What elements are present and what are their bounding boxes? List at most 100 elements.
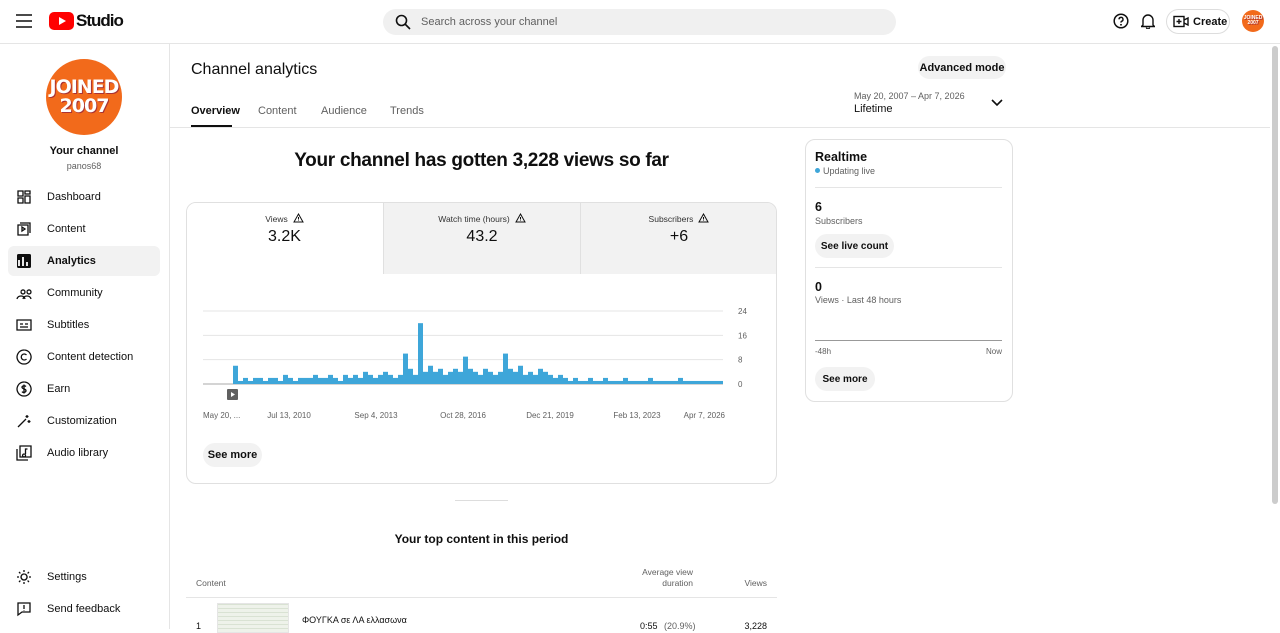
bar — [443, 374, 448, 384]
icon-path — [16, 319, 32, 331]
scrollbar[interactable] — [1272, 46, 1278, 504]
channel-avatar[interactable]: JOINED 2007 — [46, 59, 122, 135]
realtime-title: Realtime — [815, 150, 868, 164]
menu-icon[interactable] — [16, 14, 32, 28]
top-bar — [0, 0, 1280, 44]
tab[interactable]: Overview — [191, 105, 240, 117]
bar — [343, 374, 348, 384]
account-avatar[interactable]: JOINED 2007 — [1242, 10, 1264, 32]
avatar-line: 2007 — [59, 95, 110, 117]
nav-item[interactable]: Subtitles — [8, 310, 160, 340]
bar — [403, 353, 408, 384]
nav-item[interactable]: Community — [8, 278, 160, 308]
table-divider — [186, 597, 777, 598]
bar — [463, 356, 468, 384]
nav-item[interactable]: Analytics — [8, 246, 160, 276]
bar — [513, 371, 518, 384]
bar — [533, 374, 538, 384]
search-placeholder: Search across your channel — [421, 16, 558, 28]
logo-text[interactable]: Studio — [76, 11, 124, 30]
bar — [258, 377, 263, 384]
metric-tab[interactable]: Subscribers +6 — [580, 203, 776, 274]
bar — [293, 380, 298, 384]
icon-path — [16, 349, 32, 365]
nav-item[interactable]: Customization — [8, 406, 160, 436]
search-box[interactable] — [383, 9, 896, 35]
warning-icon — [698, 212, 710, 223]
bar — [298, 377, 303, 384]
nav-item[interactable]: Content detection — [8, 342, 160, 372]
metric-value: +6 — [669, 228, 689, 245]
nav-icon — [16, 445, 32, 461]
bar — [438, 368, 443, 384]
icon-path — [17, 190, 31, 204]
bar — [553, 377, 558, 384]
bar — [388, 374, 393, 384]
bar — [558, 374, 563, 384]
bar — [473, 371, 478, 384]
bar — [468, 368, 473, 384]
notifications-icon[interactable] — [1141, 13, 1155, 29]
advanced-mode-button[interactable]: Advanced mode — [918, 56, 1006, 79]
column-header: Views — [744, 578, 767, 588]
bar — [453, 368, 458, 384]
nav-item[interactable]: Send feedback — [8, 594, 160, 624]
bar — [508, 368, 513, 384]
tabs-divider — [170, 127, 1270, 128]
help-icon[interactable] — [1113, 13, 1129, 29]
x-tick-label: Jul 13, 2010 — [267, 411, 311, 420]
x-tick-label: Oct 28, 2016 — [440, 411, 486, 420]
bar — [248, 380, 253, 384]
nav-label: Community — [47, 287, 103, 299]
tab[interactable]: Audience — [321, 105, 367, 117]
create-button[interactable] — [1166, 9, 1230, 34]
bar — [263, 380, 268, 384]
nav-label: Subtitles — [47, 319, 90, 331]
period-dropdown-icon[interactable] — [991, 99, 1003, 107]
axis-label: Now — [985, 347, 1002, 356]
live-count-button[interactable]: See live count — [815, 234, 894, 258]
top-content-title: Your top content in this period — [394, 532, 569, 546]
tab[interactable]: Trends — [390, 105, 424, 117]
nav-label: Content detection — [47, 351, 134, 363]
realtime-see-more[interactable]: See more — [815, 367, 875, 391]
bar — [338, 380, 343, 384]
row-views: 3,228 — [744, 621, 767, 631]
metric-tab[interactable]: Watch time (hours) 43.2 — [383, 203, 580, 274]
icon-path — [17, 602, 31, 617]
bar — [538, 368, 543, 384]
play-button[interactable] — [227, 389, 238, 400]
nav-item[interactable]: Earn — [8, 374, 160, 404]
nav-label: Send feedback — [47, 603, 121, 615]
avatar-line: 2007 — [1247, 20, 1259, 26]
bar — [653, 380, 658, 384]
bar — [238, 380, 243, 384]
metric-tab[interactable]: Views 3.2K — [187, 203, 383, 274]
row-title[interactable]: ΦΟΥΓΚΑ σε ΛΑ ελλασωνα — [302, 615, 407, 625]
bar — [353, 374, 358, 384]
icon-path — [698, 212, 710, 223]
bar — [528, 371, 533, 384]
nav-item[interactable]: Audio library — [8, 438, 160, 468]
video-thumbnail[interactable] — [217, 603, 289, 633]
bar — [373, 377, 378, 384]
y-tick-label: 16 — [738, 331, 747, 340]
nav-item[interactable]: Dashboard — [8, 182, 160, 212]
subscriber-label: Subscribers — [815, 216, 863, 226]
y-tick-label: 0 — [738, 380, 743, 389]
logo-icon[interactable] — [49, 12, 74, 30]
icon-path — [18, 257, 28, 266]
nav-icon — [17, 190, 31, 204]
bar — [378, 374, 383, 384]
bar — [698, 380, 703, 384]
nav-item[interactable]: Content — [8, 214, 160, 244]
nav-item[interactable]: Settings — [8, 562, 160, 592]
bar — [348, 377, 353, 384]
tab[interactable]: Content — [258, 105, 297, 117]
see-more-button[interactable]: See more — [203, 443, 262, 467]
bar — [423, 371, 428, 384]
period[interactable]: Lifetime — [854, 103, 893, 115]
divider — [815, 187, 1002, 188]
bar — [598, 380, 603, 384]
